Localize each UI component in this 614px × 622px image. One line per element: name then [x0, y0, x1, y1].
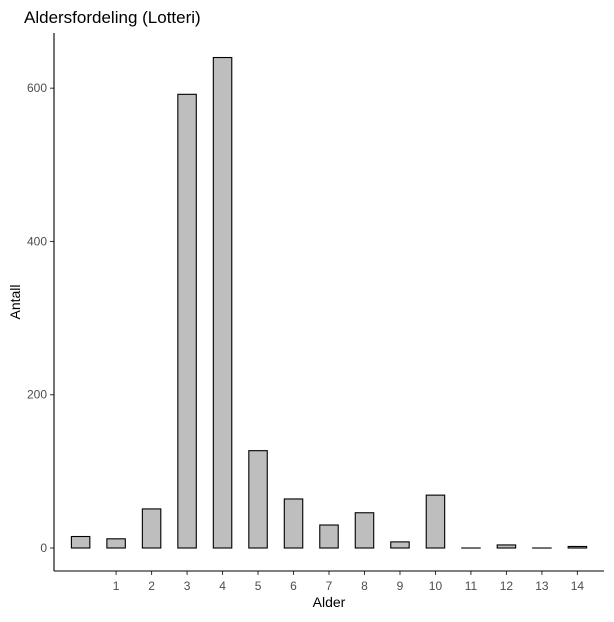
x-tick-label: 1 — [113, 579, 120, 593]
x-tick-label: 4 — [219, 579, 226, 593]
x-tick-label: 11 — [465, 579, 478, 593]
bar-age-14 — [568, 546, 586, 548]
bar-age-1 — [107, 539, 125, 548]
x-tick-label: 3 — [184, 579, 191, 593]
x-tick-label: 10 — [429, 579, 443, 593]
x-axis-title: Alder — [313, 594, 346, 610]
x-tick-label: 14 — [571, 579, 585, 593]
bar-age-3 — [178, 94, 196, 548]
bar-age-7 — [320, 525, 338, 548]
x-tick-label: 6 — [290, 579, 297, 593]
y-tick-label: 400 — [27, 234, 47, 248]
y-tick-label: 200 — [27, 388, 47, 402]
x-tick-label: 5 — [255, 579, 262, 593]
bar-age-0 — [71, 537, 89, 548]
x-tick-label: 13 — [535, 579, 549, 593]
bar-age-9 — [391, 542, 409, 548]
bar-age-5 — [249, 451, 267, 548]
bar-age-12 — [497, 545, 515, 548]
bar-age-6 — [284, 499, 302, 548]
y-tick-label: 0 — [40, 541, 47, 555]
chart-title: Aldersfordeling (Lotteri) — [24, 8, 201, 27]
x-tick-label: 8 — [361, 579, 368, 593]
bars-group — [71, 58, 586, 548]
x-tick-label: 9 — [397, 579, 404, 593]
x-tick-label: 7 — [326, 579, 333, 593]
x-tick-label: 2 — [148, 579, 155, 593]
y-axis-title: Antall — [7, 284, 23, 319]
y-tick-label: 600 — [27, 81, 47, 95]
bar-age-8 — [355, 513, 373, 548]
bar-age-2 — [142, 509, 160, 548]
bar-age-4 — [213, 58, 231, 548]
y-axis-ticks: 0 200 400 600 — [27, 81, 54, 555]
x-tick-label: 12 — [500, 579, 514, 593]
bar-age-10 — [426, 495, 444, 548]
